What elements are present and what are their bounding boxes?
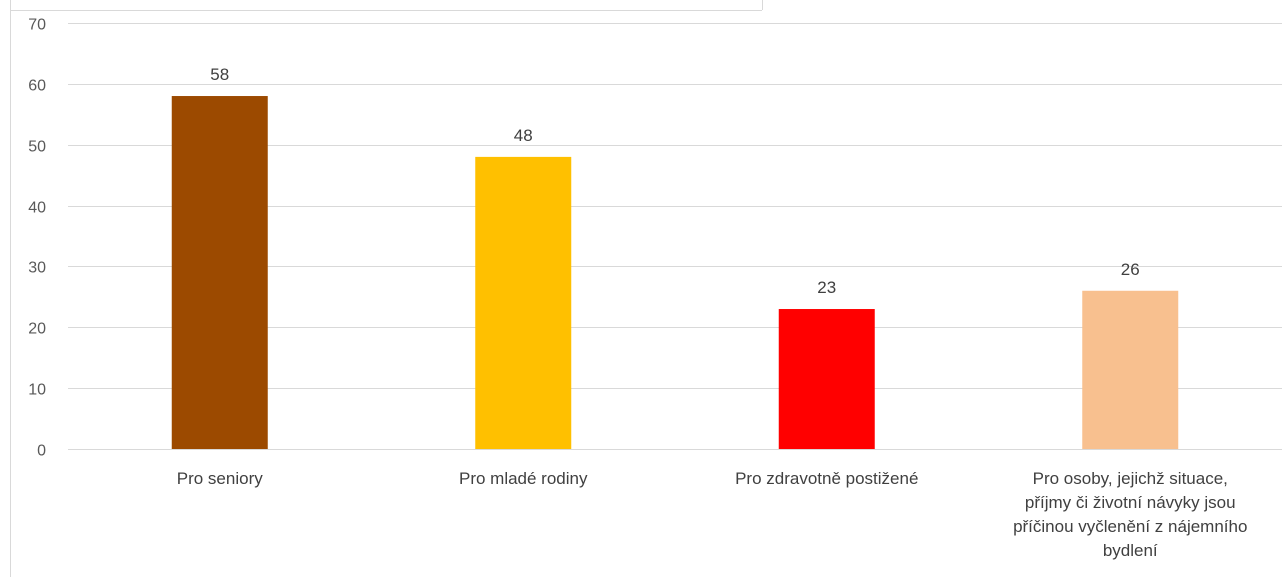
data-label: 48 xyxy=(514,126,533,145)
bar xyxy=(1082,290,1179,449)
category-label: Pro seniory xyxy=(177,469,263,488)
data-label: 23 xyxy=(817,278,836,297)
y-tick-label: 60 xyxy=(28,78,46,95)
y-tick-label: 70 xyxy=(28,17,46,34)
bar xyxy=(171,96,268,450)
y-tick-label: 50 xyxy=(28,139,46,156)
y-tick-label: 10 xyxy=(28,382,46,399)
y-axis: 0 10 20 30 40 50 60 70 xyxy=(28,17,46,460)
category-label: Pro mladé rodiny xyxy=(459,469,588,488)
y-tick-label: 0 xyxy=(37,443,46,460)
y-tick-label: 40 xyxy=(28,200,46,217)
data-label: 26 xyxy=(1121,260,1140,279)
bars xyxy=(171,96,1179,450)
bar xyxy=(778,309,875,449)
y-tick-label: 20 xyxy=(28,321,46,338)
category-label: příčinou vyčlenění z nájemního xyxy=(1013,517,1247,536)
x-axis: Pro seniory Pro mladé rodiny Pro zdravotně… xyxy=(177,469,1248,560)
bar xyxy=(475,156,572,449)
category-label: Pro zdravotně postižené xyxy=(735,469,918,488)
data-labels: 58 48 23 26 xyxy=(210,65,1139,297)
data-label: 58 xyxy=(210,65,229,84)
y-tick-label: 30 xyxy=(28,260,46,277)
category-label: Pro osoby, jejichž situace, xyxy=(1033,469,1228,488)
category-label: příjmy či životní návyky jsou xyxy=(1025,493,1236,512)
category-label: bydlení xyxy=(1103,541,1158,560)
gridlines xyxy=(68,23,1282,450)
